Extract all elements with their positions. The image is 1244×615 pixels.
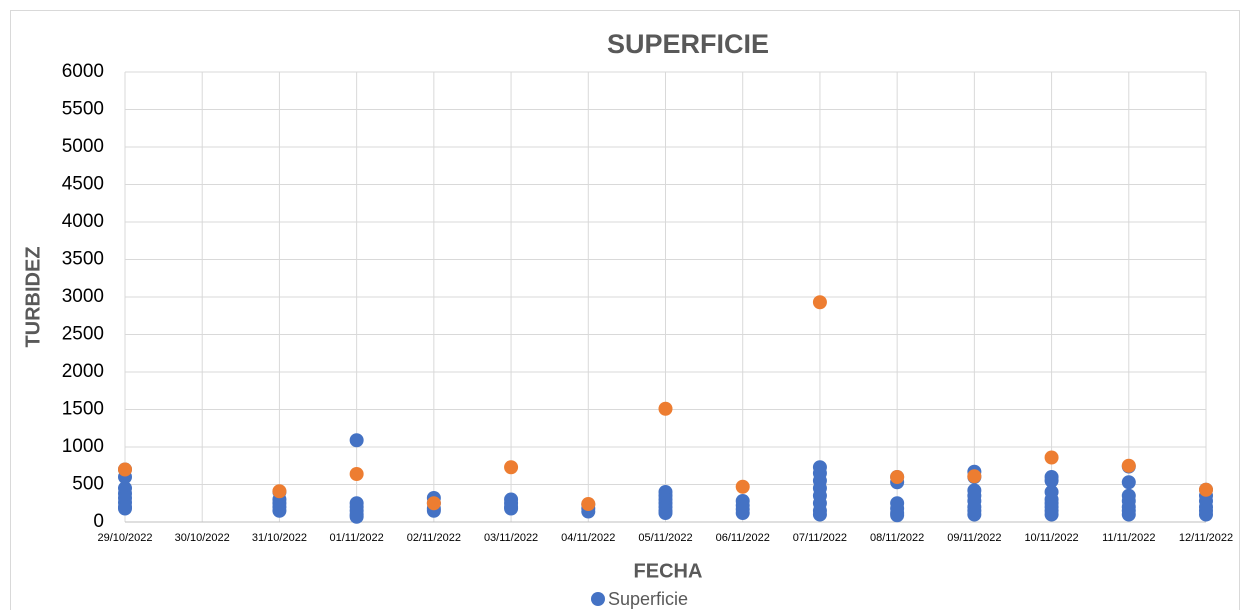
y-tick-label: 3000 [62, 286, 104, 307]
chart-title: SUPERFICIE [607, 29, 769, 59]
y-tick-label: 3500 [62, 249, 104, 270]
x-tick-label: 08/11/2022 [870, 532, 924, 544]
x-axis-label: FECHA [634, 560, 703, 582]
point [1121, 507, 1136, 522]
point [118, 501, 132, 516]
point [349, 433, 364, 448]
point [349, 509, 364, 524]
point [735, 506, 750, 520]
point [658, 506, 673, 520]
x-tick-label: 29/10/2022 [97, 532, 152, 544]
x-tick-label: 10/11/2022 [1024, 532, 1078, 544]
point [967, 507, 982, 522]
x-tick-label: 07/11/2022 [793, 532, 847, 544]
y-tick-label: 4000 [62, 211, 104, 232]
point [658, 401, 673, 416]
point [1044, 473, 1059, 488]
legend-label: Superficie [608, 589, 688, 609]
x-tick-label: 12/11/2022 [1179, 532, 1233, 544]
point [1044, 450, 1059, 465]
x-tick-label: 09/11/2022 [947, 532, 1001, 544]
y-tick-label: 5500 [62, 99, 104, 120]
point [504, 501, 519, 516]
point [890, 508, 905, 523]
y-tick-label: 6000 [62, 61, 104, 82]
point [890, 470, 905, 484]
point [812, 295, 827, 310]
x-tick-label: 11/11/2022 [1102, 532, 1155, 544]
y-tick-label: 1000 [62, 436, 104, 457]
point [735, 479, 750, 494]
x-tick-label: 30/10/2022 [175, 532, 230, 544]
y-tick-label: 2500 [62, 324, 104, 345]
chart-frame [10, 10, 1240, 615]
y-tick-label: 0 [93, 511, 104, 532]
y-axis-label: TURBIDEZ [22, 246, 44, 347]
x-tick-label: 02/11/2022 [407, 532, 461, 544]
point [1199, 507, 1213, 522]
x-tick-label: 06/11/2022 [716, 532, 770, 544]
x-tick-label: 31/10/2022 [252, 532, 307, 544]
y-tick-label: 5000 [62, 136, 104, 157]
point [967, 469, 982, 484]
point [426, 496, 441, 511]
point [581, 497, 596, 511]
point [118, 462, 132, 477]
x-tick-label: 01/11/2022 [330, 532, 384, 544]
point [1121, 458, 1136, 473]
x-tick-label: 04/11/2022 [561, 532, 615, 544]
x-tick-label: 03/11/2022 [484, 532, 538, 544]
y-tick-label: 1500 [62, 399, 104, 420]
point [504, 460, 519, 475]
point [349, 467, 364, 481]
point [812, 507, 827, 522]
y-tick-label: 2000 [62, 361, 104, 382]
legend-marker [591, 592, 605, 606]
point [1044, 507, 1059, 522]
point [1199, 482, 1213, 497]
point [272, 503, 287, 518]
x-tick-label: 05/11/2022 [638, 532, 692, 544]
point [272, 484, 287, 499]
point [1121, 475, 1136, 490]
y-tick-label: 500 [72, 474, 104, 495]
y-tick-label: 4500 [62, 174, 104, 195]
